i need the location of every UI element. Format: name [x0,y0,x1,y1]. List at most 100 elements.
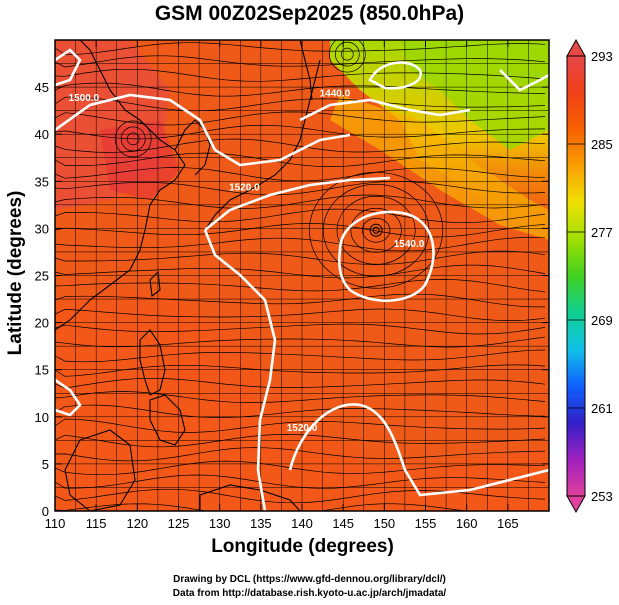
contour-label: 1520.0 [229,183,260,194]
streamline [55,55,546,68]
colorbar-tick-label: 269 [591,313,613,328]
x-tick-label: 115 [86,516,107,531]
streamline-cyclone [340,47,354,61]
streamline [55,323,546,335]
colorbar-top-arrow [566,38,586,57]
map-grid [55,40,549,511]
x-tick-label: 165 [497,516,519,531]
y-tick-label: 0 [42,504,49,519]
colorbar-tick-label: 261 [591,401,613,416]
x-tick-label: 110 [45,516,66,531]
colorbar-tick-label: 277 [591,225,613,240]
y-axis-label: Latitude (degrees) [5,190,26,356]
contour-1520-west [203,229,277,511]
coastline-borneo [64,429,136,511]
streamline [55,349,546,363]
streamline [55,167,546,182]
x-tick-label: 120 [126,516,148,531]
colorbar-bottom-arrow [566,495,586,514]
streamline [55,96,546,112]
streamline [55,208,546,223]
height-contours [55,48,549,511]
y-tick-label: 35 [35,174,49,189]
map-field: 1440.0 1500.0 1520.0 1540.0 1520.0 [55,40,549,511]
streamline [55,111,546,126]
x-axis: 110 115 120 125 130 135 140 145 150 155 160 165 [45,40,519,531]
credit-drawing: Drawing by DCL (https://www.gfd-dennou.o… [173,574,446,585]
streamline [55,364,546,377]
temperature-yellow-band [330,95,549,240]
contour-1500 [55,93,351,167]
streamline [55,460,546,476]
x-tick-label: 150 [373,516,395,531]
streamline [55,82,545,97]
y-tick-label: 20 [35,316,49,331]
streamline-cyclone [120,126,146,152]
streamline-anticyclone [361,217,391,243]
contour-1440 [299,98,471,122]
coastlines [55,40,321,511]
contour-left-warm [55,378,82,417]
y-tick-label: 45 [35,80,49,95]
high-pressure-center [369,223,383,237]
contour-1520-south [288,403,549,497]
coastline-taiwan [149,270,161,298]
streamline [55,68,546,82]
streamline [55,434,546,448]
colorbar-tick-label: 253 [591,489,613,504]
y-tick-label: 30 [35,221,49,236]
x-tick-label: 130 [209,516,231,531]
coastline-china [55,40,186,331]
credit-data-source: Data from http://database.rish.kyoto-u.a… [172,588,447,599]
coastline-philippines-south [149,394,186,446]
coastline-newguinea [199,484,301,511]
y-tick-label: 25 [35,269,49,284]
contour-north-low [368,61,423,90]
contour-1520-north [204,176,391,232]
streamline-anticyclone [309,171,444,289]
contour-label: 1440.0 [320,89,351,100]
x-tick-label: 160 [456,516,478,531]
x-tick-label: 155 [415,516,437,531]
y-tick-label: 40 [35,127,49,142]
y-tick-label: 10 [35,410,49,425]
y-tick-label: 15 [35,363,49,378]
streamline [55,391,546,403]
x-tick-label: 140 [291,516,313,531]
contour-east-1500 [499,69,549,92]
streamline [55,447,546,462]
streamline [55,293,545,308]
y-tick-label: 5 [42,457,49,472]
contour-northwest-edge [55,48,82,87]
coastline-sakhalin [299,40,313,101]
streamline [55,250,546,265]
x-tick-label: 135 [250,516,272,531]
streamline [55,237,546,252]
streamline-cyclone [334,41,360,67]
streamline-anticyclone [350,207,402,253]
streamline [55,488,546,504]
streamline [55,418,546,433]
x-tick-label: 125 [168,516,190,531]
colorbar-tick-label: 285 [591,137,613,152]
streamline-cyclone [114,120,152,158]
y-axis: 0 5 10 15 20 25 30 35 40 45 [35,80,549,519]
contour-label: 1520.0 [287,423,318,434]
contour-label: 1500.0 [69,93,100,104]
x-tick-label: 145 [332,516,354,531]
colorbar: 293 285 277 269 261 253 [566,38,613,514]
streamline [55,279,546,293]
colorbar-body [566,55,586,497]
colorbar-tick-label: 293 [591,49,613,64]
streamlines [55,40,546,511]
streamline [55,404,546,418]
streamline [55,194,546,209]
streamline-anticyclone [336,195,416,265]
coastline-luzon [139,329,166,396]
streamline [55,42,546,56]
streamline [55,264,546,279]
contour-1540 [338,210,435,302]
streamline [55,308,546,321]
streamline-cyclone [126,132,140,146]
